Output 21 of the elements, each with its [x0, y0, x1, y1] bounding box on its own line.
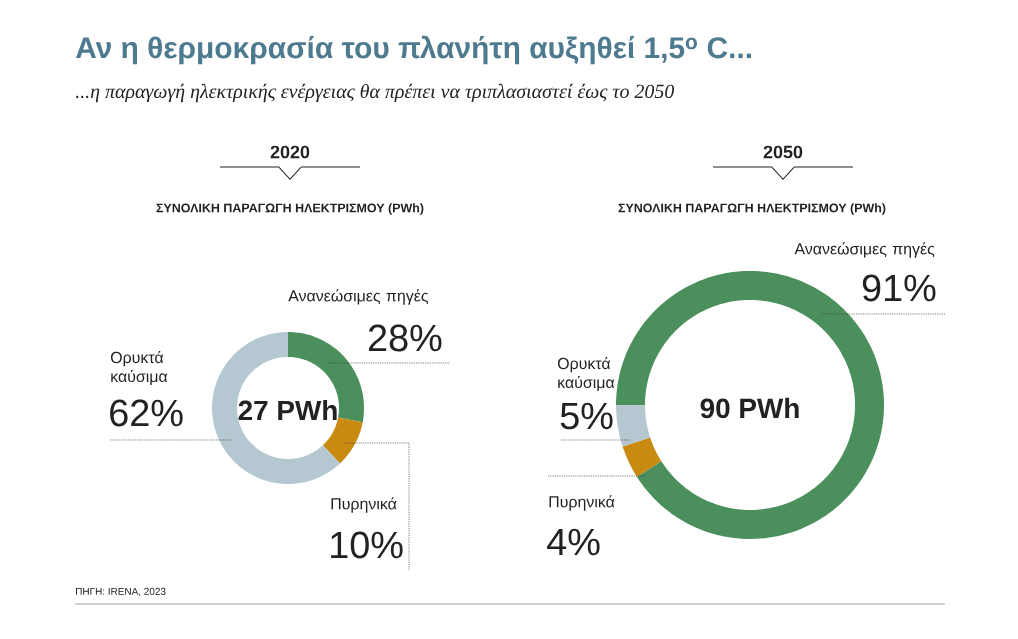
data-label: 62% [110, 399, 183, 427]
data-label: 91% [862, 274, 936, 302]
data-label: 5% [560, 402, 613, 430]
text: 27 PWh [238, 399, 337, 421]
slice-label: Ανανεώσιμες πηγές [288, 289, 429, 305]
text: 2020 [270, 145, 310, 159]
data-label: 10% [331, 531, 403, 559]
chart-subtitle: ...η παραγωγή ηλεκτρικής ενέργειας θα πρέπει να τριπλασιαστεί έως το 2050 [76, 83, 675, 103]
slice-label: Πυρηνικά [331, 497, 397, 513]
text: 90 PWh [700, 397, 799, 419]
text: ΣΥΝΟΛΙΚΗ ΠΑΡΑΓΩΓΗ ΗΛΕΚΤΡΙΣΜΟΥ (PWh) [156, 203, 424, 215]
data-label: 4% [547, 528, 600, 556]
slice-label: Ορυκτά καύσιμα [110, 351, 168, 385]
slice-label: Ορυκτά καύσιμα [557, 357, 615, 391]
chart-subtitle: ΣΥΝΟΛΙΚΗ ΠΑΡΑΓΩΓΗ ΗΛΕΚΤΡΙΣΜΟΥ (PWh) [618, 203, 886, 215]
data-label: 28% [368, 324, 442, 352]
text: ΠΗΓΗ: IRENA, 2023 [76, 587, 166, 597]
chart-title: Αν η θερμοκρασία του πλανήτη αυξηθεί 1,5$^{ο}$ C... [75, 35, 751, 65]
chart-title: 2050 [763, 145, 803, 159]
slice-label: Πυρηνικά [549, 495, 615, 511]
slice-label: Ανανεώσιμες πηγές [794, 242, 935, 258]
